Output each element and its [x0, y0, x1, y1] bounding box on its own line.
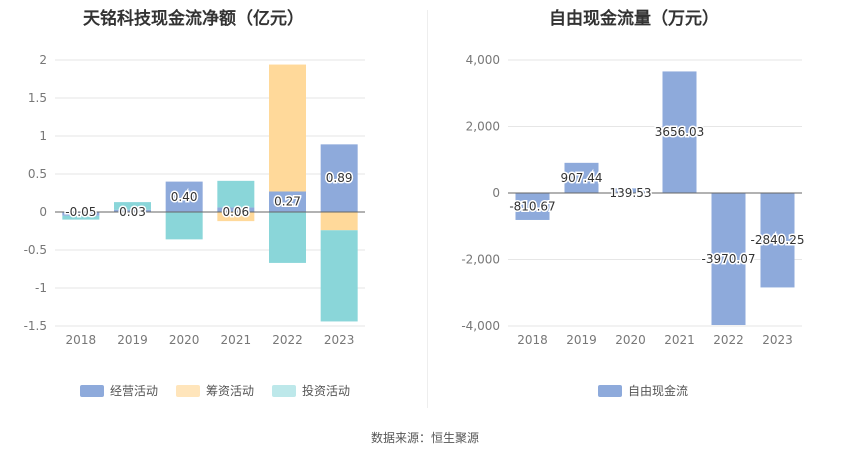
x-tick-label: 2022 [272, 333, 303, 347]
legend-label-free-cash-flow: 自由现金流 [628, 384, 689, 398]
bar-investing [114, 202, 151, 210]
bar-financing [320, 212, 358, 231]
x-tick-label: 2023 [324, 333, 355, 347]
right-chart-title: 自由现金流量（万元） [549, 9, 719, 29]
bar-free-cash-flow [711, 193, 746, 326]
bar-operating [114, 209, 151, 212]
bar-free-cash-flow [613, 188, 648, 193]
bar-free-cash-flow [662, 71, 697, 193]
bar-operating [62, 212, 100, 216]
bar-financing [217, 212, 255, 222]
right-chart-panel: 自由现金流量（万元） 4,000 2,000 0 -2,000 -4,000 2018 20… [428, 0, 850, 420]
y-tick-label: 0 [492, 186, 500, 200]
data-label: -3970.07 [702, 252, 756, 266]
data-label: 0.89 [326, 171, 353, 185]
y-tick-label: -1 [35, 281, 47, 295]
bar-investing [62, 215, 100, 220]
x-tick-label: 2019 [117, 333, 148, 347]
x-tick-label: 2021 [221, 333, 252, 347]
legend-swatch-free-cash-flow [598, 384, 622, 397]
bar-investing [165, 212, 203, 240]
legend-item-free-cash-flow[interactable]: 自由现金流 [598, 382, 688, 399]
x-tick-label: 2021 [664, 333, 695, 347]
y-tick-label: 4,000 [466, 53, 500, 67]
legend-item-operating[interactable]: 经营活动 [80, 382, 158, 399]
data-label: 0.27 [274, 195, 301, 209]
data-label: 3656.03 [655, 125, 705, 139]
x-tick-label: 2020 [169, 333, 200, 347]
y-tick-label: -1.5 [24, 319, 47, 333]
legend-label-financing: 筹资活动 [206, 384, 255, 398]
left-chart-svg: 2 1.5 1 0.5 0 -0.5 -1 -1.5 2018 2019 2020 2021 2022 2… [24, 53, 365, 347]
source-note: 数据来源：恒生聚源 [370, 431, 479, 445]
legend-swatch-investing [272, 384, 297, 397]
bar-free-cash-flow [760, 193, 795, 288]
bar-operating [320, 144, 358, 212]
legend-item-financing[interactable]: 筹资活动 [176, 382, 254, 399]
x-tick-label: 2019 [566, 333, 597, 347]
y-tick-label: -2,000 [461, 253, 500, 267]
data-label: 0.06 [222, 205, 249, 219]
y-tick-label: 0 [39, 205, 47, 219]
left-chart-legend: 经营活动 筹资活动 投资活动 [80, 382, 350, 399]
y-tick-label: -4,000 [461, 319, 500, 333]
y-tick-label: 2,000 [466, 120, 500, 134]
y-tick-label: 1.5 [28, 91, 47, 105]
data-label: 907.44 [561, 171, 603, 185]
x-tick-label: 2023 [762, 333, 793, 347]
x-tick-label: 2020 [615, 333, 646, 347]
x-tick-label: 2022 [713, 333, 744, 347]
data-label: 0.03 [119, 205, 146, 219]
bar-free-cash-flow [564, 162, 599, 193]
bar-investing [217, 180, 255, 208]
legend-swatch-financing [176, 384, 201, 397]
left-chart-panel: 天铭科技现金流净额（亿元） 2 1.5 1 0.5 0 -0.5 -1 -1.5 2018 201… [0, 0, 427, 420]
x-tick-label: 2018 [517, 333, 548, 347]
x-tick-label: 2018 [66, 333, 97, 347]
bar-operating [217, 207, 255, 212]
data-label: 0.40 [171, 190, 198, 204]
legend-swatch-operating [80, 384, 104, 397]
y-tick-label: -0.5 [24, 243, 47, 257]
bar-operating [165, 181, 203, 212]
legend-label-operating: 经营活动 [110, 384, 159, 398]
legend-item-investing[interactable]: 投资活动 [272, 382, 350, 399]
bar-operating [269, 191, 306, 212]
bar-free-cash-flow [515, 193, 550, 220]
y-tick-label: 0.5 [28, 167, 47, 181]
bar-investing [269, 212, 306, 263]
right-chart-svg: 4,000 2,000 0 -2,000 -4,000 2018 2019 2020 2021 2… [461, 53, 806, 347]
panel-divider [427, 10, 428, 408]
right-chart-legend: 自由现金流 [598, 382, 688, 399]
data-label: 139.53 [610, 186, 652, 200]
y-tick-label: 2 [39, 53, 47, 67]
left-chart-title: 天铭科技现金流净额（亿元） [83, 9, 304, 29]
bar-investing [320, 230, 358, 322]
legend-label-investing: 投资活动 [302, 384, 351, 398]
y-tick-label: 1 [39, 129, 47, 143]
data-label: -2840.25 [751, 233, 805, 247]
data-label: -810.67 [509, 199, 555, 213]
data-label: -0.05 [65, 205, 96, 219]
bar-financing [269, 64, 306, 192]
